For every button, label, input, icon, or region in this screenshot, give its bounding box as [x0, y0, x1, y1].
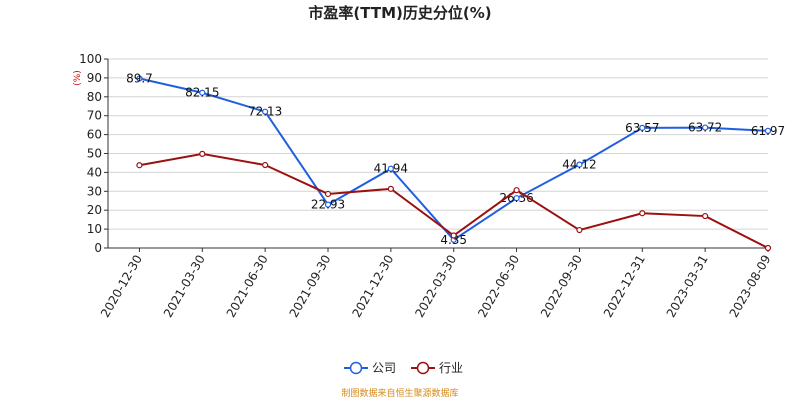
data-point	[199, 150, 206, 157]
data-point	[639, 210, 646, 217]
source-note: 制图数据来自恒生聚源数据库	[341, 387, 458, 399]
data-point	[324, 201, 332, 208]
x-tick-label: 2021-03-30	[161, 252, 208, 319]
data-label: 63.72	[688, 121, 722, 135]
x-tick-label: 2021-09-30	[287, 253, 334, 320]
x-tick-label: 2023-08-09	[727, 253, 774, 320]
data-point	[199, 89, 206, 96]
legend-marker-icon	[349, 361, 363, 375]
legend-marker-icon	[416, 361, 430, 375]
legend-label: 公司	[372, 361, 396, 375]
x-tick-label: 2022-09-30	[538, 253, 585, 320]
y-unit-label: (%)	[73, 70, 83, 86]
data-point	[262, 161, 269, 169]
y-tick-label: 30	[87, 184, 102, 198]
y-tick-label: 90	[87, 71, 102, 85]
data-point	[387, 185, 394, 192]
x-tick-label: 2023-03-31	[664, 253, 711, 320]
data-label: 63.57	[625, 121, 659, 135]
x-tick-label: 2022-12-31	[601, 253, 648, 320]
data-point	[764, 244, 772, 252]
data-label: 89.7	[126, 71, 153, 85]
legend-item-1[interactable]: 行业	[411, 361, 463, 375]
y-tick-label: 40	[87, 165, 102, 179]
data-label: 82.15	[185, 86, 219, 100]
y-tick-label: 10	[87, 222, 102, 236]
data-point	[576, 161, 583, 168]
data-label: 61.97	[751, 124, 785, 138]
y-tick-label: 50	[87, 147, 102, 161]
data-point	[513, 187, 520, 194]
y-tick-label: 80	[87, 90, 102, 104]
y-tick-label: 20	[87, 203, 102, 217]
data-point	[136, 162, 143, 169]
data-point	[702, 212, 709, 220]
y-tick-label: 60	[87, 128, 102, 142]
legend[interactable]: 公司 行业	[344, 361, 463, 375]
x-tick-label: 2022-06-30	[475, 253, 522, 320]
y-tick-label: 0	[94, 241, 102, 255]
data-point	[136, 75, 143, 82]
data-point	[702, 124, 709, 131]
x-tick-label: 2022-03-30	[412, 253, 459, 320]
data-point	[324, 190, 332, 198]
data-point	[262, 108, 269, 115]
x-tick-label: 2021-06-30	[224, 253, 271, 320]
data-label: 41.94	[374, 162, 408, 176]
data-label: 4.35	[440, 233, 467, 247]
legend-label: 行业	[439, 361, 463, 375]
data-label: 22.93	[311, 198, 345, 212]
x-tick-label: 2020-12-30	[98, 253, 145, 320]
data-point	[450, 232, 457, 239]
data-point	[639, 124, 646, 131]
series-group: 89.782.1572.1322.9341.944.3526.3644.1263…	[126, 71, 785, 252]
x-tick-label: 2021-12-30	[349, 253, 396, 320]
data-point	[513, 195, 520, 202]
grid	[108, 58, 768, 230]
data-label: 44.12	[562, 158, 596, 172]
chart-title: 市盈率(TTM)历史分位(%)	[308, 4, 491, 22]
legend-item-0[interactable]: 公司	[344, 361, 396, 375]
data-point	[576, 226, 583, 234]
data-point	[764, 127, 772, 134]
y-tick-label: 100	[79, 52, 102, 66]
data-label: 72.13	[248, 105, 282, 119]
axes: 0 10 20 30 40 50 60 70 80 90 100 2020-12-30 2021-03-…	[79, 52, 774, 320]
y-tick-label: 70	[87, 109, 102, 123]
data-point	[387, 165, 394, 172]
